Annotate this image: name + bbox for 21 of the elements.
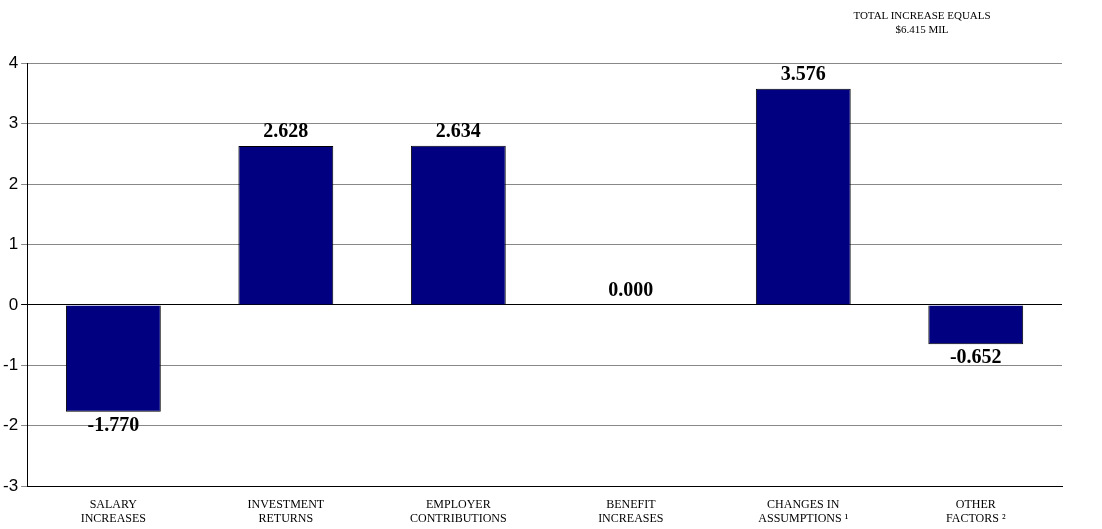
data-label: -0.652: [949, 345, 1002, 368]
x-tick-label: CHANGES IN ASSUMPTIONS ¹: [758, 496, 849, 525]
data-label: -1.770: [87, 413, 140, 436]
y-tick-label: 2: [8, 173, 19, 193]
y-tick-label: -1: [2, 355, 19, 375]
x-tick-label: OTHER FACTORS ²: [946, 496, 1006, 525]
data-label: 2.628: [263, 119, 309, 142]
x-tick-label: INVESTMENT RETURNS: [247, 496, 325, 525]
y-tick-label: 4: [8, 52, 19, 72]
x-tick-label: EMPLOYER CONTRIBUTIONS: [409, 496, 507, 525]
x-tick-label: BENEFIT INCREASES: [598, 496, 664, 525]
text: TOTAL INCREASE EQUALS $6.415 MIL: [852, 8, 992, 36]
data-label: 0.000: [608, 278, 654, 301]
y-tick-label: 0: [8, 294, 19, 314]
y-tick-label: 3: [8, 113, 19, 133]
y-tick-label: -3: [2, 475, 19, 495]
data-label: 3.576: [780, 61, 826, 84]
y-tick-label: -2: [2, 415, 19, 435]
y-tick-label: 1: [8, 234, 19, 254]
x-tick-label: SALARY INCREASES: [80, 496, 147, 525]
data-label: 2.634: [435, 118, 481, 141]
